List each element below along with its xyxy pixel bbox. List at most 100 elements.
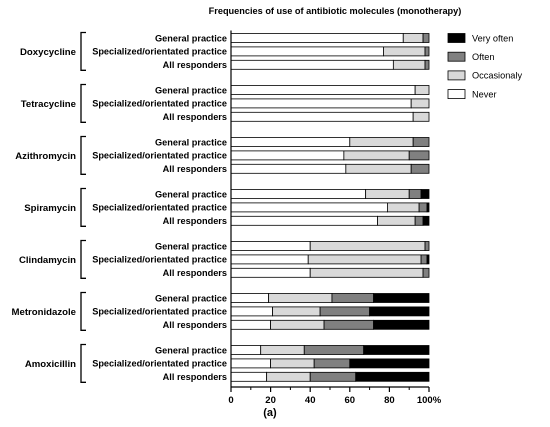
bar-segment-often [319, 306, 371, 317]
bar-segment-often [414, 215, 424, 226]
row-label: General practice [155, 293, 227, 303]
group-label-spiramycin: Spiramycin [24, 203, 76, 214]
legend-item-occasionaly: Occasionaly [447, 70, 522, 81]
panel-label: (a) [263, 407, 277, 419]
row-label: Specialized/orientated practice [92, 359, 227, 369]
x-tick-label: 100% [417, 395, 442, 406]
bar-segment-very-often [373, 293, 430, 303]
row-label: Specialized/orientated practice [92, 47, 227, 57]
bar-segment-often [408, 150, 430, 161]
bar-segment-occasionaly [266, 371, 311, 382]
group-bracket [80, 239, 86, 279]
bar-segment-very-often [373, 319, 430, 330]
bar-segment-never [230, 46, 384, 57]
row-label: General practice [155, 241, 227, 251]
group-bracket [80, 135, 86, 175]
legend-swatch [447, 89, 466, 99]
stacked-bar [230, 137, 430, 147]
stacked-bar [230, 85, 430, 95]
row-label: General practice [155, 85, 227, 95]
bar-segment-occasionaly [307, 254, 422, 265]
row-label: General practice [155, 189, 227, 199]
bar-segment-often [408, 189, 422, 199]
bar-segment-never [230, 98, 412, 109]
legend-swatch [447, 51, 466, 62]
stacked-bar [230, 202, 430, 213]
bar-segment-often [303, 345, 365, 355]
bar-segment-often [422, 33, 430, 43]
row-label: All responders [163, 372, 227, 382]
bar-segment-never [230, 267, 311, 278]
bar-segment-never [230, 189, 367, 199]
stacked-bar [230, 98, 430, 109]
bar-segment-occasionaly [268, 293, 333, 303]
legend-label: Very often [472, 33, 513, 43]
bar-segment-occasionaly [349, 137, 414, 147]
x-tick-label: 80 [384, 395, 395, 406]
bar-segment-often [422, 267, 430, 278]
group-label-amoxicillin: Amoxicillin [25, 359, 76, 370]
row-label: General practice [155, 137, 227, 147]
bar-segment-occasionaly [365, 189, 410, 199]
bar-segment-never [230, 59, 394, 70]
row-label: Specialized/orientated practice [92, 203, 227, 213]
bar-segment-occasionaly [383, 46, 426, 57]
bar-segment-often [420, 254, 428, 265]
legend-item-never: Never [447, 89, 497, 99]
group-label-clindamycin: Clindamycin [19, 255, 76, 266]
bar-segment-never [230, 345, 262, 355]
row-label: General practice [155, 345, 227, 355]
bar-segment-occasionaly [414, 85, 430, 95]
group-label-azithromycin: Azithromycin [15, 151, 76, 162]
stacked-bar [230, 163, 430, 174]
row-label: All responders [163, 112, 227, 122]
bar-segment-occasionaly [260, 345, 305, 355]
bar-segment-very-often [422, 215, 430, 226]
stacked-bar [230, 59, 430, 70]
bar-segment-very-often [349, 358, 430, 369]
bar-segment-often [313, 358, 351, 369]
bar-segment-occasionaly [345, 163, 412, 174]
bar-segment-very-often [426, 202, 430, 213]
bar-segment-occasionaly [377, 215, 416, 226]
bar-segment-often [424, 59, 430, 70]
group-bracket [80, 31, 86, 71]
group-bracket [80, 343, 86, 383]
legend-item-often: Often [447, 51, 494, 62]
bar-segment-occasionaly [270, 358, 315, 369]
x-tick-label: 60 [345, 395, 356, 406]
group-label-tetracycline: Tetracycline [21, 99, 76, 110]
bar-segment-often [309, 371, 357, 382]
bar-segment-often [331, 293, 374, 303]
bar-segment-never [230, 137, 351, 147]
bar-segment-never [230, 150, 345, 161]
group-bracket [80, 83, 86, 123]
group-label-metronidazole: Metronidazole [12, 307, 77, 318]
bar-segment-never [230, 371, 268, 382]
bar-segment-very-often [355, 371, 430, 382]
bar-segment-never [230, 254, 309, 265]
row-labels: General practice Specialized/orientated p… [92, 33, 227, 382]
row-label: All responders [163, 268, 227, 278]
bar-segment-very-often [363, 345, 430, 355]
bar-segment-very-often [369, 306, 430, 317]
bar-segment-occasionaly [272, 306, 321, 317]
bar-segment-occasionaly [343, 150, 410, 161]
group-label-doxycycline: Doxycycline [20, 47, 76, 58]
bar-segment-occasionaly [412, 111, 430, 122]
bar-segment-never [230, 306, 273, 317]
row-label: Specialized/orientated practice [92, 151, 227, 161]
row-label: All responders [163, 164, 227, 174]
row-label: Specialized/orientated practice [92, 255, 227, 265]
stacked-bar [230, 319, 430, 330]
stacked-bar [230, 267, 430, 278]
stacked-bar [230, 33, 430, 43]
bar-segment-never [230, 215, 378, 226]
bar-segment-occasionaly [270, 319, 325, 330]
axes: 0 20 40 60 80 100% [228, 30, 442, 406]
stacked-bar [230, 371, 430, 382]
legend-label: Occasionaly [472, 71, 522, 81]
bar-segment-never [230, 85, 416, 95]
bars [230, 33, 430, 382]
